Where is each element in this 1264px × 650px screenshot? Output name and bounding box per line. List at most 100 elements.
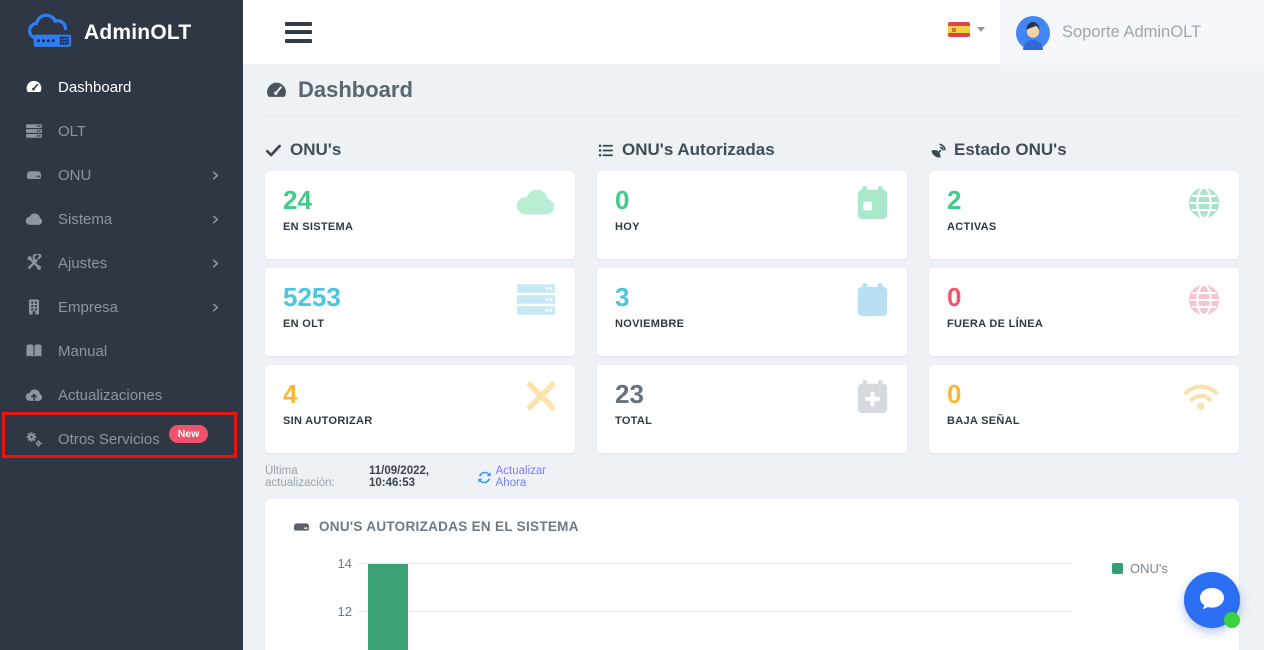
sidebar-item-otros-servicios[interactable]: Otros Servicios New: [0, 417, 243, 461]
column-title: Estado ONU's: [954, 140, 1067, 159]
legend-swatch: [1112, 563, 1123, 574]
legend-item-onus[interactable]: ONU's: [1112, 561, 1168, 576]
stat-value: 23: [615, 379, 644, 409]
sidebar-item-manual[interactable]: Manual: [0, 329, 243, 373]
sidebar-item-label: Manual: [58, 342, 108, 360]
brand-logo[interactable]: AdminOLT: [0, 0, 243, 65]
language-dropdown[interactable]: [948, 22, 985, 37]
column-title: ONU's: [290, 140, 342, 159]
calendar-plus-icon: [856, 380, 889, 415]
y-axis-tick: 14: [337, 555, 352, 571]
stat-value: 24: [283, 185, 312, 215]
sidebar-item-label: ONU: [58, 166, 92, 184]
sidebar-item-label: Otros Servicios: [58, 430, 160, 448]
refresh-now-link[interactable]: Actualizar Ahora: [495, 465, 547, 489]
stat-card-total: 23 TOTAL: [597, 365, 907, 453]
server-icon: [24, 122, 44, 140]
stat-value: 2: [947, 185, 962, 215]
chart-title-row: ONU'S AUTORIZADAS EN EL SISTEMA: [293, 519, 1239, 534]
main-content: Dashboard ONU's 24 EN SISTEMA 5253 EN OL…: [243, 65, 1264, 650]
stat-card-activas: 2 ACTIVAS: [929, 171, 1239, 259]
sidebar-item-actualizaciones[interactable]: Actualizaciones: [0, 373, 243, 417]
chevron-right-icon: [210, 170, 221, 181]
tools-icon: [24, 254, 44, 272]
sidebar-item-label: Dashboard: [58, 78, 132, 96]
stat-card-noviembre: 3 NOVIEMBRE: [597, 268, 907, 356]
stat-card-en-olt: 5253 EN OLT: [265, 268, 575, 356]
stat-card-hoy: 0 HOY: [597, 171, 907, 259]
satellite-dish-icon: [931, 143, 946, 158]
sidebar-item-sistema[interactable]: Sistema: [0, 197, 243, 241]
sidebar-item-dashboard[interactable]: Dashboard: [0, 65, 243, 109]
stat-label: EN OLT: [283, 318, 325, 330]
device-icon: [24, 166, 44, 184]
y-axis-tick: 12: [337, 603, 352, 619]
gauge-icon: [24, 78, 44, 96]
sidebar-item-label: Empresa: [58, 298, 119, 316]
gauge-icon: [267, 82, 286, 97]
building-icon: [24, 298, 44, 316]
sidebar-item-ajustes[interactable]: Ajustes: [0, 241, 243, 285]
sidebar-item-onu[interactable]: ONU: [0, 153, 243, 197]
avatar: [1016, 15, 1050, 50]
stat-label: ACTIVAS: [947, 221, 997, 233]
online-status-dot: [1224, 612, 1240, 628]
chart-card: ONU'S AUTORIZADAS EN EL SISTEMA 14 12 10…: [265, 499, 1239, 650]
bar-chart: 14 12 10 ONU's: [293, 551, 1239, 650]
server-icon: [515, 283, 557, 316]
legend-label: ONU's: [1130, 561, 1168, 576]
stat-card-baja-senal: 0 BAJA SEÑAL: [929, 365, 1239, 453]
wifi-icon: [1181, 380, 1221, 410]
user-menu[interactable]: Soporte AdminOLT: [1000, 0, 1264, 65]
stat-value: 5253: [283, 282, 341, 312]
refresh-icon[interactable]: [477, 471, 491, 484]
stats-column-autorizadas: ONU's Autorizadas 0 HOY 3 NOVIEMBRE 23 T…: [597, 138, 907, 489]
stat-value: 0: [947, 282, 962, 312]
calendar-day-icon: [856, 186, 889, 221]
bar-onus: [368, 564, 408, 650]
stat-value: 3: [615, 282, 630, 312]
page-header: Dashboard: [265, 77, 1239, 103]
stat-label: NOVIEMBRE: [615, 318, 685, 330]
stat-label: TOTAL: [615, 415, 653, 427]
cloud-icon: [511, 186, 557, 218]
sidebar-item-label: Sistema: [58, 210, 113, 228]
chevron-right-icon: [210, 302, 221, 313]
stats-column-onus: ONU's 24 EN SISTEMA 5253 EN OLT 4 SIN AU…: [265, 138, 575, 489]
sidebar-item-olt[interactable]: OLT: [0, 109, 243, 153]
server-icon: [293, 522, 310, 531]
last-update-label: Última actualización:: [265, 465, 335, 489]
sidebar-item-label: Ajustes: [58, 254, 108, 272]
stat-label: EN SISTEMA: [283, 221, 354, 233]
column-header: Estado ONU's: [929, 138, 1239, 162]
column-header: ONU's: [265, 138, 575, 162]
book-icon: [24, 342, 44, 360]
last-update-row: Última actualización: 11/09/2022, 10:46:…: [265, 465, 575, 489]
divider: [265, 116, 1239, 117]
stat-label: FUERA DE LÍNEA: [947, 318, 1044, 330]
gridline: [358, 563, 1073, 564]
stat-label: HOY: [615, 221, 640, 233]
stat-value: 4: [283, 379, 298, 409]
stat-label: SIN AUTORIZAR: [283, 415, 373, 427]
stat-card-en-sistema: 24 EN SISTEMA: [265, 171, 575, 259]
sidebar-item-label: Actualizaciones: [58, 386, 163, 404]
stat-value: 0: [615, 185, 630, 215]
cloud-icon: [24, 210, 44, 228]
menu-toggle-button[interactable]: [285, 21, 312, 43]
page-title: Dashboard: [298, 77, 413, 102]
sidebar-item-empresa[interactable]: Empresa: [0, 285, 243, 329]
stat-value: 0: [947, 379, 962, 409]
chart-title: ONU'S AUTORIZADAS EN EL SISTEMA: [319, 519, 579, 534]
globe-icon: [1187, 186, 1221, 220]
chat-widget-button[interactable]: [1184, 572, 1240, 628]
topbar: Soporte AdminOLT: [243, 0, 1264, 65]
new-badge: New: [168, 425, 209, 443]
stats-grid: ONU's 24 EN SISTEMA 5253 EN OLT 4 SIN AU…: [265, 138, 1239, 489]
gears-icon: [24, 430, 44, 448]
globe-icon: [1187, 283, 1221, 317]
caret-down-icon: [977, 27, 985, 32]
cloud-upload-icon: [24, 386, 44, 404]
stat-card-fuera-de-linea: 0 FUERA DE LÍNEA: [929, 268, 1239, 356]
stat-card-sin-autorizar: 4 SIN AUTORIZAR: [265, 365, 575, 453]
